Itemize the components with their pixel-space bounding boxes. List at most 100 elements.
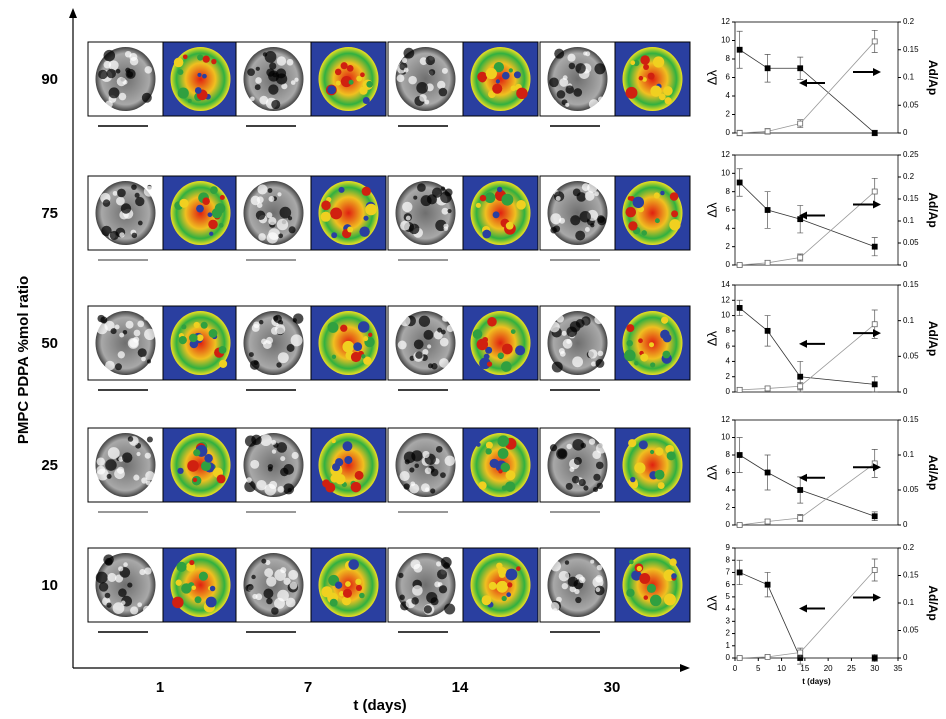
image-texture [330,207,342,219]
image-texture [671,210,678,217]
image-texture [442,68,448,74]
image-texture [415,351,422,358]
image-texture [506,569,518,581]
image-texture [247,584,254,591]
image-texture [641,230,647,236]
image-texture [356,585,362,591]
image-texture [473,329,483,339]
image-texture [447,209,451,213]
image-texture [639,573,650,584]
image-texture [563,339,573,349]
y-tick-label: 0 [726,128,731,137]
image-texture [402,202,412,212]
image-texture [266,337,273,344]
image-texture [579,577,585,583]
y2-tick-label: 0.2 [903,17,915,26]
image-texture [419,316,430,327]
image-texture [552,362,563,373]
image-texture [113,602,125,614]
image-texture [400,471,410,481]
y-tick-label: 8 [726,555,731,564]
image-texture [429,69,435,75]
image-texture [209,232,213,236]
image-texture [363,97,370,104]
y-tick-label: 4 [726,91,731,100]
image-texture [490,459,499,468]
image-texture [129,339,138,348]
image-texture [119,232,124,237]
image-texture [132,233,137,238]
image-texture [363,336,368,341]
image-texture [549,77,559,87]
y-tick-label: 2 [726,110,731,119]
image-texture [590,223,594,227]
image-texture [219,223,224,228]
image-texture [425,100,430,105]
image-texture [338,187,344,193]
image-texture [414,340,424,350]
image-texture [669,558,676,565]
image-texture [280,456,285,461]
y-tick-label: 2 [726,503,731,512]
image-texture [263,588,273,598]
data-point [737,47,742,52]
image-texture [487,317,497,327]
image-texture [219,346,227,354]
data-point [872,568,877,573]
image-texture [321,586,332,597]
image-texture [206,597,217,608]
image-texture [591,361,596,366]
image-texture [516,566,521,571]
image-texture [138,221,143,226]
y2-tick-label: 0.25 [903,150,919,159]
arrow-head [799,79,807,87]
image-texture [440,472,446,478]
image-texture [359,226,369,236]
image-texture [424,605,432,613]
image-texture [271,100,280,109]
image-texture [256,211,265,220]
image-texture [330,599,338,607]
image-texture [290,582,298,590]
image-texture [335,474,345,484]
image-texture [96,323,107,334]
image-texture [145,66,153,74]
arrow-head [873,68,881,76]
image-texture [121,203,131,213]
image-texture [335,458,343,466]
data-point [765,470,770,475]
image-texture [634,462,645,473]
image-texture [570,215,580,225]
image-texture [654,192,660,198]
image-texture [107,69,116,78]
image-texture [252,594,257,599]
image-texture [247,68,255,76]
image-texture [122,452,132,462]
image-texture [139,569,145,575]
data-point [872,656,877,661]
data-point [798,374,803,379]
y-axis-title: Δλ [704,464,719,480]
y-tick-label: 6 [726,580,731,589]
image-texture [116,69,121,74]
plot-frame [735,420,898,525]
image-texture [263,52,267,56]
image-texture [579,479,586,486]
image-texture [278,352,289,363]
image-texture [201,322,208,329]
image-texture [502,72,510,80]
image-texture [359,593,365,599]
image-texture [189,560,194,565]
image-texture [268,217,276,225]
data-point [872,322,877,327]
data-point [765,654,770,659]
y-axis-label: PMPC PDPA %mol ratio [15,276,32,444]
y-tick-label: 12 [721,17,730,26]
y-tick-label: 12 [721,150,730,159]
image-texture [507,582,512,587]
image-texture [431,597,439,605]
image-texture [404,68,409,73]
image-texture [560,351,566,357]
image-texture [147,359,151,363]
image-texture [425,467,432,474]
